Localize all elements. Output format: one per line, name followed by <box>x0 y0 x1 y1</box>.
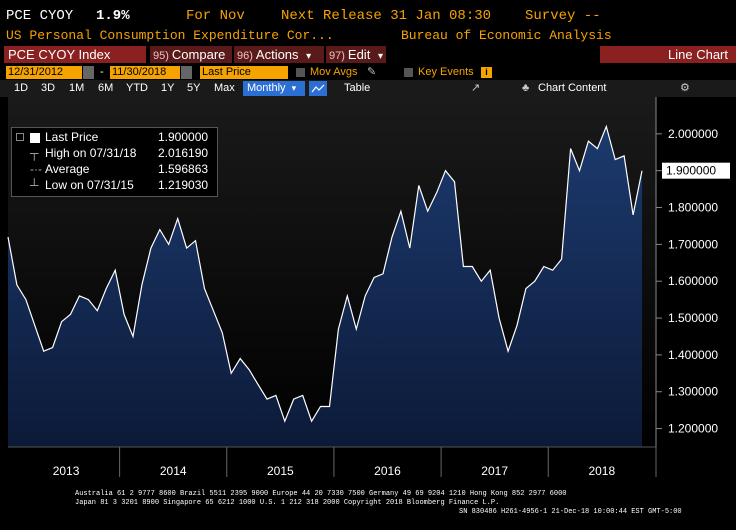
period-1m[interactable]: 1M <box>69 82 85 94</box>
footer-session: SN 830486 H261-4956-1 21-Dec-18 10:00:44… <box>459 508 682 516</box>
date-separator: - <box>100 66 104 78</box>
start-date-field[interactable]: 12/31/2012 <box>6 66 82 79</box>
y-tick-label: 1.200000 <box>668 422 718 436</box>
chart-content-icon: ♣ <box>522 82 530 94</box>
year-label: 2017 <box>481 464 508 478</box>
end-date-field[interactable]: 11/30/2018 <box>110 66 180 79</box>
info-icon[interactable]: i <box>481 67 492 78</box>
price-chart: 1.200000 1.300000 1.400000 1.500000 1.600000… <box>7 97 730 478</box>
actions-button[interactable]: 96) Actions ▾ <box>234 46 324 63</box>
for-period: For Nov <box>186 8 245 24</box>
data-source: Bureau of Economic Analysis <box>401 28 612 43</box>
year-label: 2013 <box>53 464 80 478</box>
year-label: 2016 <box>374 464 401 478</box>
y-tick-label: 1.500000 <box>668 311 718 325</box>
y-tick-label: 1.400000 <box>668 348 718 362</box>
low-marker-icon: ┴ <box>30 178 39 192</box>
collapse-icon[interactable] <box>16 133 24 141</box>
high-marker-icon: ┬ <box>30 146 39 160</box>
period-3d[interactable]: 3D <box>41 82 56 94</box>
range-bar: 12/31/2012 - 11/30/2018 Last Price Mov A… <box>0 64 736 80</box>
legend-last-price: Last Price 1.900000 <box>16 130 216 145</box>
toolbar: PCE CYOY Index 95) Compare 96) Actions ▾ 9… <box>0 45 736 64</box>
period-1y[interactable]: 1Y <box>161 82 175 94</box>
calendar-icon[interactable] <box>83 66 94 79</box>
gear-icon[interactable]: ⚙ <box>680 82 690 94</box>
last-value: 1.9% <box>96 8 130 24</box>
security-description: US Personal Consumption Expenditure Cor.… <box>6 28 334 43</box>
chart-content-button[interactable]: Chart Content <box>538 82 607 94</box>
chart-area: 1.200000 1.300000 1.400000 1.500000 1.600000… <box>0 97 736 487</box>
price-field-select[interactable]: Last Price <box>200 66 288 79</box>
period-bar: 1D 3D 1M 6M YTD 1Y 5Y Max Monthly ▾ Tabl… <box>0 80 736 97</box>
mov-avgs-label: Mov Avgs <box>310 66 358 78</box>
period-6m[interactable]: 6M <box>98 82 114 94</box>
price-line <box>7 124 643 423</box>
footer-contacts-2: Japan 81 3 3201 8900 Singapore 65 6212 1… <box>75 499 500 507</box>
next-release: Next Release 31 Jan 08:30 <box>281 8 492 24</box>
description-bar: US Personal Consumption Expenditure Cor.… <box>0 27 736 45</box>
period-max[interactable]: Max <box>214 82 235 94</box>
mov-avgs-checkbox[interactable] <box>296 68 305 77</box>
last-price-swatch <box>30 133 40 143</box>
y-tick-label: 1.300000 <box>668 385 718 399</box>
average-marker-icon: -·- <box>30 162 42 176</box>
chart-legend: Last Price 1.900000 ┬ High on 07/31/18 2… <box>11 127 218 197</box>
compare-button[interactable]: 95) Compare <box>150 46 232 63</box>
period-1d[interactable]: 1D <box>14 82 29 94</box>
y-tick-label: 1.600000 <box>668 274 718 288</box>
year-label: 2014 <box>160 464 187 478</box>
legend-average: -·- Average 1.596863 <box>30 162 209 176</box>
legend-low: ┴ Low on 07/31/15 1.219030 <box>30 178 209 192</box>
key-events-checkbox[interactable] <box>404 68 413 77</box>
y-tick-label: 1.800000 <box>668 201 718 215</box>
footer: Australia 61 2 9777 8600 Brazil 5511 239… <box>0 487 736 530</box>
chevron-down-icon: ▾ <box>377 51 383 62</box>
chevron-down-icon: ▾ <box>306 51 312 62</box>
frequency-select[interactable]: Monthly ▾ <box>243 81 305 96</box>
year-label: 2015 <box>267 464 294 478</box>
footer-contacts-1: Australia 61 2 9777 8600 Brazil 5511 239… <box>75 490 567 498</box>
y-tick-label: 1.700000 <box>668 237 718 251</box>
line-chart-icon[interactable] <box>309 81 327 96</box>
header-bar: PCE CYOY 1.9% For Nov Next Release 31 Ja… <box>0 0 736 28</box>
y-tick-label: 2.000000 <box>668 127 718 141</box>
expand-icon[interactable]: ↗ <box>471 82 481 94</box>
edit-button[interactable]: 97) Edit ▾ <box>326 46 386 63</box>
pencil-icon[interactable]: ✎ <box>367 66 377 78</box>
chart-type-label[interactable]: Line Chart <box>600 46 736 63</box>
table-button[interactable]: Table <box>344 82 371 94</box>
survey: Survey -- <box>525 8 601 24</box>
last-value-label: 1.900000 <box>666 164 716 178</box>
chevron-down-icon: ▾ <box>291 83 297 93</box>
key-events-label: Key Events <box>418 66 474 78</box>
legend-high: ┬ High on 07/31/18 2.016190 <box>30 146 209 160</box>
year-label: 2018 <box>588 464 615 478</box>
calendar-icon[interactable] <box>181 66 192 79</box>
ticker-symbol: PCE CYOY <box>6 8 74 24</box>
index-label[interactable]: PCE CYOY Index <box>4 46 146 63</box>
price-area <box>8 126 642 447</box>
period-ytd[interactable]: YTD <box>126 82 148 94</box>
last-value-marker <box>662 162 730 179</box>
period-5y[interactable]: 5Y <box>187 82 201 94</box>
